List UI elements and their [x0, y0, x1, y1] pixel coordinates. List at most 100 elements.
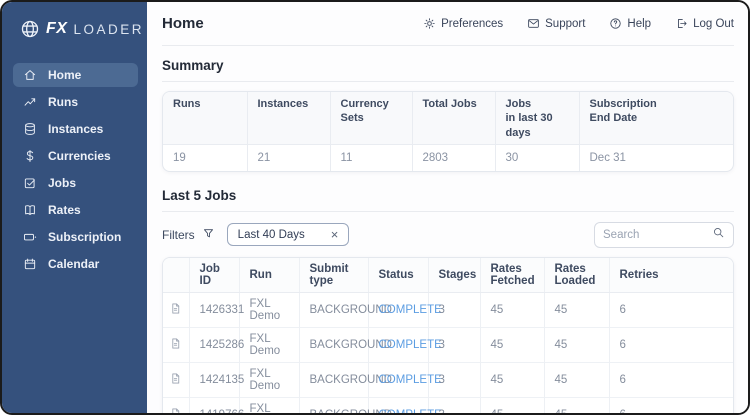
jobs-col-run: Run — [239, 257, 300, 293]
summary-values-row: 19 21 11 2803 30 Dec 31 — [163, 144, 733, 171]
sidebar-item-label: Instances — [48, 122, 104, 136]
summary-jobs-30-days-value: 30 — [495, 144, 580, 171]
search-icon[interactable] — [712, 226, 725, 244]
status-complete-link[interactable]: COMPLETE — [379, 409, 442, 413]
jobs-col-rates-loaded: Rates Loaded — [544, 257, 610, 293]
summary-section-title: Summary — [162, 58, 734, 82]
job-rates-loaded-cell: 45 — [544, 292, 610, 328]
filter-chip-close-icon[interactable]: × — [330, 227, 339, 243]
check-square-icon — [23, 176, 37, 190]
summary-runs-value: 19 — [163, 144, 248, 171]
sidebar-item-label: Jobs — [48, 176, 77, 190]
job-stages-cell: 3 — [428, 326, 481, 363]
card-icon — [23, 230, 37, 244]
home-icon — [23, 68, 37, 82]
job-rates-fetched-cell: 45 — [480, 396, 545, 413]
summary-col-runs: Runs — [163, 92, 248, 145]
job-retries-cell: 6 — [619, 303, 626, 316]
job-row: 1425286 FXL Demo BACKGROUND COMPLETE 3 4… — [163, 326, 733, 363]
job-id-cell: 1425286 — [189, 326, 244, 363]
globe-icon — [20, 19, 40, 39]
fxloader-logo: FX LOADER — [2, 2, 147, 39]
job-rates-fetched-cell: 45 — [480, 292, 545, 328]
jobs-header-row: Job ID Run Submit type Status Stages Rat… — [163, 257, 733, 293]
sidebar-item-label: Rates — [48, 203, 81, 217]
job-status-cell: COMPLETE — [368, 326, 442, 363]
summary-col-subscription-end: Subscription End Date — [579, 92, 733, 145]
sidebar-item-currencies[interactable]: Currencies — [13, 144, 138, 168]
summary-instances-value: 21 — [247, 144, 331, 171]
sidebar-item-runs[interactable]: Runs — [13, 90, 138, 114]
jobs-table: Job ID Run Submit type Status Stages Rat… — [163, 257, 733, 413]
job-stages-cell: 3 — [428, 361, 481, 398]
summary-table-card: Runs Instances Currency Sets Total Jobs … — [162, 91, 734, 172]
jobs-col-status: Status — [368, 257, 429, 293]
job-rates-loaded-cell: 45 — [544, 361, 610, 398]
job-status-cell: COMPLETE — [368, 396, 442, 413]
logout-label: Log Out — [693, 17, 734, 30]
filters-label[interactable]: Filters — [162, 227, 215, 243]
job-log-cell — [163, 396, 190, 413]
job-log-cell — [163, 292, 190, 328]
job-rates-loaded-cell: 45 — [544, 326, 610, 363]
sidebar-item-home[interactable]: Home — [13, 63, 138, 87]
job-run-cell: FXL Demo — [239, 326, 300, 363]
job-retries-cell: 6 — [609, 326, 733, 363]
main-content: Home Preferences Support Help Log Out — [147, 2, 748, 413]
sidebar-item-calendar[interactable]: Calendar — [13, 252, 138, 276]
document-icon[interactable] — [169, 338, 182, 353]
search-input[interactable] — [603, 228, 706, 241]
support-button[interactable]: Support — [527, 17, 585, 30]
job-status-cell: COMPLETE — [368, 361, 442, 398]
document-icon[interactable] — [169, 373, 182, 388]
sidebar-nav: Home Runs Instances Currencies Jobs Rate… — [2, 63, 147, 276]
topbar-actions: Preferences Support Help Log Out — [423, 17, 734, 30]
job-rates-loaded-cell: 45 — [544, 396, 610, 413]
job-run-cell: FXL Demo — [239, 292, 300, 328]
summary-header-row: Runs Instances Currency Sets Total Jobs … — [163, 92, 733, 145]
summary-table: Runs Instances Currency Sets Total Jobs … — [163, 92, 733, 171]
sidebar-item-label: Home — [48, 68, 82, 82]
trend-up-icon — [23, 95, 37, 109]
job-status-cell: COMPLETE — [368, 292, 442, 328]
sidebar-item-rates[interactable]: Rates — [13, 198, 138, 222]
job-rates-fetched-cell: 45 — [480, 326, 545, 363]
summary-col-total-jobs: Total Jobs — [412, 92, 496, 145]
job-stages-cell: 3 — [428, 292, 481, 328]
summary-col-jobs-30-days: Jobs in last 30 days — [495, 92, 580, 145]
status-complete-link[interactable]: COMPLETE — [378, 303, 442, 316]
job-rates-fetched-cell: 45 — [480, 361, 545, 398]
job-retries-cell: 6 — [609, 396, 733, 413]
filter-funnel-icon — [202, 227, 215, 243]
summary-total-jobs-value: 2803 — [412, 144, 496, 171]
topbar: Home Preferences Support Help Log Out — [162, 2, 734, 46]
job-log-cell — [163, 361, 190, 398]
dollar-icon — [23, 149, 37, 163]
summary-currency-sets-value: 11 — [330, 144, 413, 171]
document-icon[interactable] — [169, 303, 182, 318]
filter-chip-last-40-days[interactable]: Last 40 Days × — [226, 223, 350, 247]
sidebar-item-jobs[interactable]: Jobs — [13, 171, 138, 195]
job-retries-cell: 6 — [609, 361, 733, 398]
job-id-cell: 1419766 — [189, 396, 244, 413]
preferences-button[interactable]: Preferences — [423, 17, 503, 30]
jobs-col-stages: Stages — [428, 257, 481, 293]
envelope-icon — [527, 17, 540, 30]
status-complete-link[interactable]: COMPLETE — [378, 338, 442, 351]
search-box — [594, 221, 734, 248]
job-id-cell: 1426331 — [189, 292, 244, 328]
help-button[interactable]: Help — [609, 17, 651, 30]
sidebar-item-instances[interactable]: Instances — [13, 117, 138, 141]
status-complete-link[interactable]: COMPLETE — [378, 373, 442, 386]
document-icon[interactable] — [169, 408, 182, 413]
logout-button[interactable]: Log Out — [675, 17, 734, 30]
jobs-table-card: Job ID Run Submit type Status Stages Rat… — [162, 256, 734, 413]
last-5-jobs-section-title: Last 5 Jobs — [162, 188, 734, 212]
sidebar-item-subscription[interactable]: Subscription — [13, 225, 138, 249]
summary-subscription-end-value: Dec 31 — [589, 151, 626, 164]
database-icon — [23, 122, 37, 136]
question-circle-icon — [609, 17, 622, 30]
logo-text-fx: FX — [46, 20, 68, 37]
jobs-col-retries: Retries — [609, 257, 733, 293]
